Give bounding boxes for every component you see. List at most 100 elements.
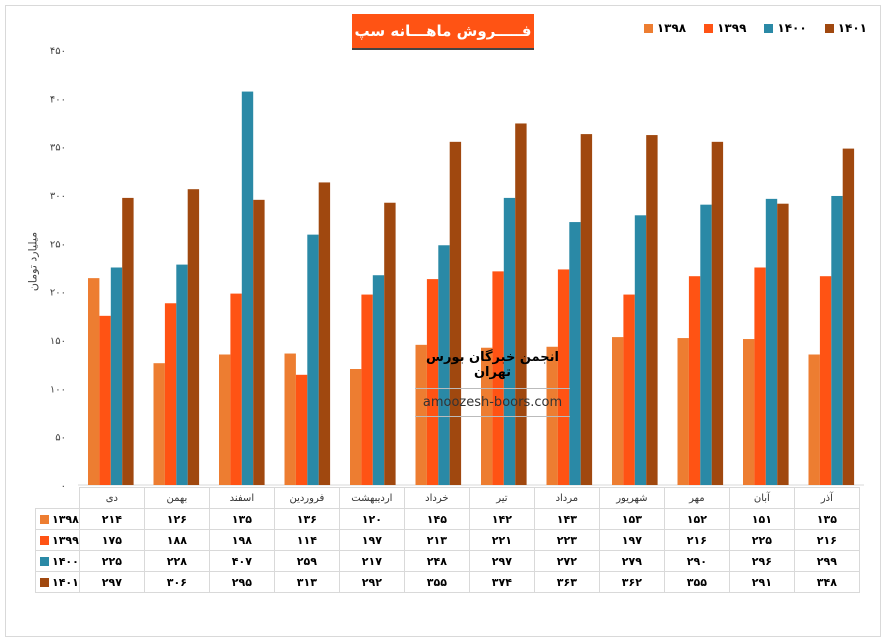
table-cell: ۱۸۸: [143, 529, 210, 551]
table-row: ۱۳۹۹ ۱۷۵ ۱۸۸ ۱۹۸ ۱۱۴ ۱۹۷ ۲۱۳ ۲۲۱ ۲۲۳ ۱۹۷ ۲۱۶ ۲۲۵ ۲۱۶: [35, 529, 860, 551]
bar-1398: [677, 338, 689, 485]
table-cell: ۲۱۴: [78, 508, 145, 530]
legend: ۱۳۹۸ ۱۳۹۹ ۱۴۰۰ ۱۴۰۱: [643, 21, 867, 35]
table-cell: ۲۷۲: [533, 550, 600, 572]
table-cell: ۲۲۳: [533, 529, 600, 551]
table-cell: ۲۱۷: [338, 550, 405, 572]
row-series-name: ۱۴۰۱: [52, 575, 79, 589]
legend-item-1399: ۱۳۹۹: [704, 21, 746, 35]
row-series-name: ۱۳۹۹: [52, 533, 79, 547]
legend-label: ۱۳۹۸: [656, 21, 687, 35]
bar-1398: [808, 354, 820, 485]
table-cell: ۱۹۷: [338, 529, 405, 551]
bar-1400: [503, 197, 516, 485]
row-label: ۱۴۰۰: [35, 550, 80, 572]
legend-label: ۱۴۰۱: [837, 21, 867, 35]
table-cell: ۲۹۰: [663, 550, 730, 572]
bar-1399: [754, 267, 766, 485]
table-cell: ۱۷۵: [78, 529, 145, 551]
y-tick-label: ۵۰: [55, 433, 66, 444]
row-swatch: [40, 536, 49, 545]
bar-1399: [688, 276, 701, 485]
watermark: انجمن خبرگان بورس تهران amoozesh-boors.c…: [415, 350, 570, 417]
legend-label: ۱۳۹۹: [717, 21, 747, 35]
bar-1400: [765, 198, 778, 485]
bar-1398: [350, 369, 362, 485]
table-cell: ۳۱۳: [273, 571, 340, 593]
legend-swatch: [824, 23, 834, 33]
bar-1401: [777, 203, 789, 485]
bar-1401: [318, 182, 331, 485]
bar-1400: [372, 275, 385, 485]
table-row: ۱۴۰۰ ۲۲۵ ۲۲۸ ۴۰۷ ۲۵۹ ۲۱۷ ۲۴۸ ۲۹۷ ۲۷۲ ۲۷۹ ۲۹۰ ۲۹۶ ۲۹۹: [35, 550, 860, 572]
category-label: مهر: [663, 487, 730, 509]
bar-1398: [219, 354, 231, 485]
bar-1401: [842, 148, 855, 485]
bar-1400: [569, 222, 581, 486]
bar-1399: [99, 315, 111, 485]
table-cell: ۲۷۹: [598, 550, 665, 572]
table-cell: ۱۱۴: [273, 529, 340, 551]
data-table: دی بهمن اسفند فروردین اردیبهشت خرداد تیر مرداد ش…: [35, 487, 860, 593]
legend-item-1398: ۱۳۹۸: [643, 21, 687, 35]
table-cell: ۱۹۸: [208, 529, 275, 551]
legend-swatch: [764, 23, 774, 33]
table-cell: ۳۵۵: [663, 571, 730, 593]
category-label: شهریور: [598, 487, 665, 509]
table-cell: ۲۹۷: [468, 550, 535, 572]
bar-1398: [612, 337, 624, 485]
table-cell: ۱۵۱: [728, 508, 795, 530]
bar-1400: [700, 204, 712, 485]
watermark-title: انجمن خبرگان بورس تهران: [426, 350, 559, 380]
table-cell: ۲۲۵: [78, 550, 145, 572]
table-cell: ۲۹۲: [338, 571, 405, 593]
bar-1398: [284, 353, 296, 485]
category-label: بهمن: [143, 487, 210, 509]
bar-1399: [492, 271, 504, 485]
row-swatch: [40, 515, 49, 524]
bar-1401: [515, 123, 527, 485]
bar-1399: [557, 269, 570, 485]
table-cell: ۲۲۸: [143, 550, 210, 572]
table-corner: [35, 487, 80, 509]
y-tick-label: ۰: [61, 481, 66, 492]
bar-1400: [307, 234, 319, 485]
row-label: ۱۳۹۹: [35, 529, 80, 551]
table-cell: ۲۴۸: [403, 550, 470, 572]
bar-1401: [580, 134, 593, 485]
table-cell: ۳۶۲: [598, 571, 665, 593]
category-label: تیر: [468, 487, 535, 509]
table-cell: ۱۳۵: [793, 508, 860, 530]
y-tick-label: ۱۵۰: [50, 336, 66, 347]
row-swatch: [40, 557, 49, 566]
table-cell: ۱۹۷: [598, 529, 665, 551]
table-row: ۱۴۰۱ ۲۹۷ ۳۰۶ ۲۹۵ ۳۱۳ ۲۹۲ ۳۵۵ ۳۷۴ ۳۶۳ ۳۶۲ ۳۵۵ ۲۹۱ ۳۴۸: [35, 571, 860, 593]
category-label: دی: [78, 487, 145, 509]
category-label: خرداد: [403, 487, 470, 509]
table-cell: ۱۴۲: [468, 508, 535, 530]
category-label: مرداد: [533, 487, 600, 509]
legend-item-1400: ۱۴۰۰: [764, 21, 807, 35]
table-cell: ۱۵۳: [598, 508, 665, 530]
category-label: آبان: [728, 487, 795, 509]
row-label: ۱۳۹۸: [35, 508, 80, 530]
bar-1398: [88, 278, 100, 485]
table-cell: ۱۳۶: [273, 508, 340, 530]
y-tick-label: ۲۵۰: [50, 239, 66, 250]
table-cell: ۲۲۵: [728, 529, 795, 551]
bar-1399: [361, 294, 373, 485]
bar-1400: [110, 267, 123, 485]
bar-1400: [438, 245, 450, 485]
legend-item-1401: ۱۴۰۱: [824, 21, 867, 35]
table-cell: ۳۴۸: [793, 571, 860, 593]
bar-1398: [743, 339, 755, 485]
table-cell: ۲۹۱: [728, 571, 795, 593]
row-series-name: ۱۴۰۰: [52, 554, 79, 568]
bar-1401: [253, 199, 265, 486]
category-label: اسفند: [208, 487, 275, 509]
table-cell: ۲۹۶: [728, 550, 795, 572]
bar-1398: [415, 344, 427, 485]
table-cell: ۱۲۶: [143, 508, 210, 530]
y-tick-label: ۳۰۰: [50, 191, 66, 202]
table-cell: ۲۹۷: [78, 571, 145, 593]
